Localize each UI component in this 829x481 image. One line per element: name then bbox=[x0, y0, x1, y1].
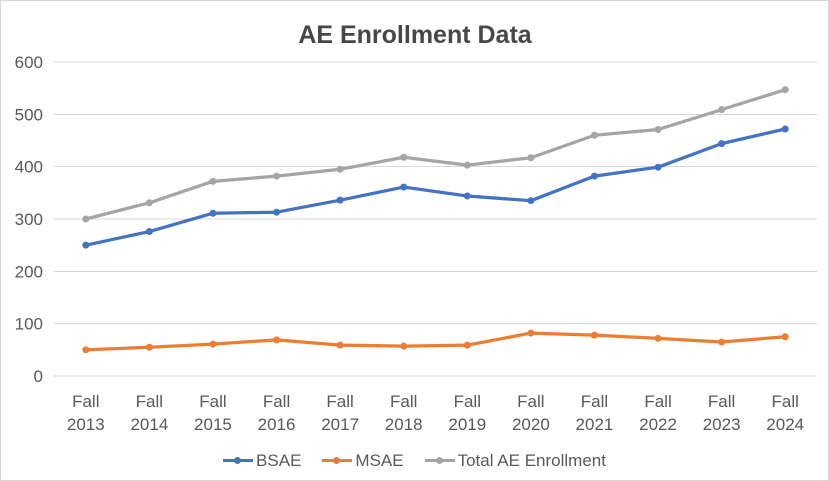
x-axis-tick-label-season: Fall bbox=[199, 392, 226, 411]
data-point-msae bbox=[654, 334, 662, 342]
x-axis-tick-label-season: Fall bbox=[72, 392, 99, 411]
x-axis-tick-label-year: 2014 bbox=[130, 415, 168, 434]
data-point-msae bbox=[145, 343, 153, 351]
x-axis-tick-label-year: 2016 bbox=[258, 415, 296, 434]
data-point-total-ae-enrollment bbox=[209, 177, 217, 185]
data-point-bsae bbox=[336, 196, 344, 204]
data-point-bsae bbox=[145, 228, 153, 236]
data-point-bsae bbox=[82, 241, 90, 249]
series-line-msae bbox=[84, 331, 787, 352]
data-point-total-ae-enrollment bbox=[145, 199, 153, 207]
x-axis-tick-label-year: 2015 bbox=[194, 415, 232, 434]
legend-label: MSAE bbox=[355, 451, 404, 470]
data-point-msae bbox=[400, 342, 408, 350]
data-point-bsae bbox=[400, 183, 408, 191]
data-point-total-ae-enrollment bbox=[718, 106, 726, 114]
y-axis-tick-label: 300 bbox=[15, 210, 43, 229]
data-point-bsae bbox=[590, 172, 598, 180]
x-axis-tick-label-season: Fall bbox=[708, 392, 735, 411]
plot-series bbox=[82, 86, 789, 354]
data-point-total-ae-enrollment bbox=[273, 172, 281, 180]
data-point-total-ae-enrollment bbox=[400, 153, 408, 161]
x-axis-labels: Fall 2013 Fall 2014 Fall 2015 Fall 2016 Fall 2017… bbox=[67, 392, 804, 434]
legend-item-msae: MSAE bbox=[322, 451, 404, 470]
data-point-total-ae-enrollment bbox=[463, 161, 471, 169]
x-axis-tick-label-season: Fall bbox=[772, 392, 799, 411]
x-axis-tick-label-season: Fall bbox=[136, 392, 163, 411]
data-point-msae bbox=[590, 331, 598, 339]
y-axis-tick-label: 100 bbox=[15, 315, 43, 334]
data-point-total-ae-enrollment bbox=[82, 215, 90, 223]
x-axis-tick-label-season: Fall bbox=[326, 392, 353, 411]
x-axis-tick-label-season: Fall bbox=[581, 392, 608, 411]
data-point-msae bbox=[527, 329, 535, 337]
x-axis-tick-label-year: 2024 bbox=[766, 415, 804, 434]
chart-title: AE Enrollment Data bbox=[298, 21, 532, 49]
data-point-total-ae-enrollment bbox=[781, 86, 789, 94]
data-point-total-ae-enrollment bbox=[654, 126, 662, 134]
legend-item-bsae: BSAE bbox=[223, 452, 301, 469]
y-axis-tick-label: 0 bbox=[34, 367, 43, 386]
x-axis-tick-label-season: Fall bbox=[644, 392, 671, 411]
x-axis-tick-label-year: 2020 bbox=[512, 415, 550, 434]
data-point-msae bbox=[273, 336, 281, 344]
data-point-bsae bbox=[654, 163, 662, 171]
x-axis-tick-label-year: 2019 bbox=[448, 415, 486, 434]
data-point-bsae bbox=[781, 125, 789, 133]
legend-item-total-ae-enrollment: Total AE Enrollment bbox=[424, 451, 606, 470]
y-axis-tick-label: 400 bbox=[15, 158, 43, 177]
x-axis-tick-label-year: 2013 bbox=[67, 415, 105, 434]
legend-label: BSAE bbox=[256, 451, 302, 470]
data-point-bsae bbox=[463, 192, 471, 200]
x-axis-tick-label-year: 2023 bbox=[703, 415, 741, 434]
x-axis-tick-label-season: Fall bbox=[454, 392, 481, 411]
x-axis-tick-label-season: Fall bbox=[390, 392, 417, 411]
data-point-bsae bbox=[718, 140, 726, 148]
x-axis-tick-label-year: 2018 bbox=[385, 415, 423, 434]
legend-label: Total AE Enrollment bbox=[457, 451, 606, 470]
data-point-bsae bbox=[209, 209, 217, 217]
series-line-total-ae-enrollment bbox=[84, 88, 787, 221]
legend-marker-icon bbox=[223, 456, 254, 465]
x-axis-tick-label-year: 2017 bbox=[321, 415, 359, 434]
data-point-bsae bbox=[273, 208, 281, 216]
y-axis-tick-label: 600 bbox=[15, 53, 43, 72]
x-axis-tick-label-season: Fall bbox=[517, 392, 544, 411]
legend-marker-icon bbox=[322, 456, 353, 465]
data-point-msae bbox=[82, 346, 90, 354]
y-axis-tick-label: 200 bbox=[15, 262, 43, 281]
legend-marker-icon bbox=[424, 456, 455, 465]
data-point-total-ae-enrollment bbox=[590, 131, 598, 139]
data-point-total-ae-enrollment bbox=[527, 154, 535, 162]
data-point-bsae bbox=[527, 197, 535, 205]
x-axis-tick-label-year: 2022 bbox=[639, 415, 677, 434]
x-axis-tick-label-year: 2021 bbox=[576, 415, 614, 434]
series-line-bsae bbox=[84, 127, 787, 247]
x-axis-tick-label-season: Fall bbox=[263, 392, 290, 411]
gridlines bbox=[54, 61, 817, 377]
data-point-msae bbox=[209, 340, 217, 348]
chart-legend: BSAE MSAE Total AE Enrollment bbox=[1, 452, 828, 469]
data-point-msae bbox=[463, 341, 471, 349]
data-point-msae bbox=[781, 333, 789, 341]
y-axis-tick-label: 500 bbox=[15, 105, 43, 124]
data-point-msae bbox=[718, 338, 726, 346]
data-point-total-ae-enrollment bbox=[336, 165, 344, 173]
data-point-msae bbox=[336, 341, 344, 349]
y-axis-labels: 0 100 200 300 400 500 600 bbox=[15, 53, 43, 386]
